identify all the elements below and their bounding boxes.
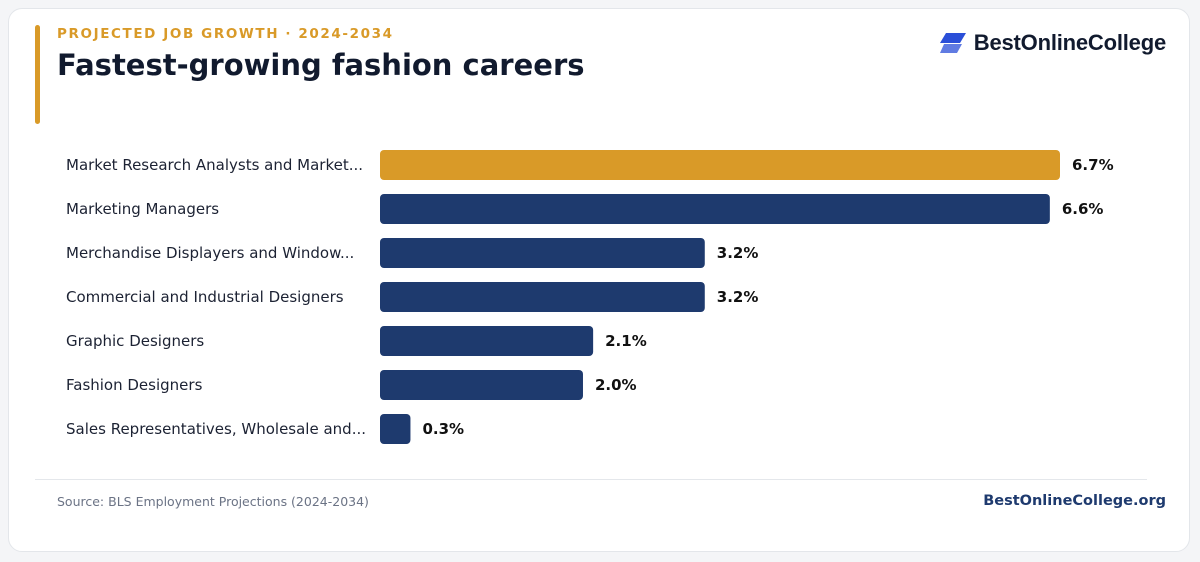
category-label: Commercial and Industrial Designers	[66, 288, 344, 306]
bar	[380, 282, 705, 312]
brand-logo-text: BestOnlineCollege	[973, 30, 1166, 55]
value-label: 3.2%	[717, 244, 759, 262]
bar	[380, 194, 1050, 224]
bar-chart: Market Research Analysts and Market... 6.…	[66, 150, 1114, 444]
brand-logo[interactable]: BestOnlineCollege	[939, 30, 1166, 56]
bar	[380, 326, 594, 356]
bar	[380, 370, 583, 400]
chart-card	[8, 8, 1190, 552]
category-label: Marketing Managers	[66, 200, 219, 218]
bar	[380, 238, 705, 268]
footer-divider	[35, 479, 1147, 480]
value-label: 3.2%	[717, 288, 759, 306]
chart-title: Fastest-growing fashion careers	[57, 48, 585, 82]
source-note: Source: BLS Employment Projections (2024…	[57, 494, 369, 509]
value-label: 0.3%	[422, 420, 464, 438]
value-label: 2.1%	[605, 332, 647, 350]
site-link[interactable]: BestOnlineCollege.org	[983, 493, 1166, 509]
category-label: Fashion Designers	[66, 376, 203, 394]
category-label: Sales Representatives, Wholesale and...	[66, 420, 366, 438]
chart-eyebrow: PROJECTED JOB GROWTH · 2024-2034	[57, 26, 394, 42]
category-label: Merchandise Displayers and Window...	[66, 244, 354, 262]
bar	[380, 150, 1060, 180]
bar	[380, 414, 411, 444]
category-label: Market Research Analysts and Market...	[66, 156, 363, 174]
brand-mark-icon	[939, 33, 966, 53]
category-label: Graphic Designers	[66, 332, 204, 350]
value-label: 6.6%	[1062, 200, 1104, 218]
value-label: 6.7%	[1072, 156, 1114, 174]
accent-bar	[35, 25, 40, 124]
value-label: 2.0%	[595, 376, 637, 394]
